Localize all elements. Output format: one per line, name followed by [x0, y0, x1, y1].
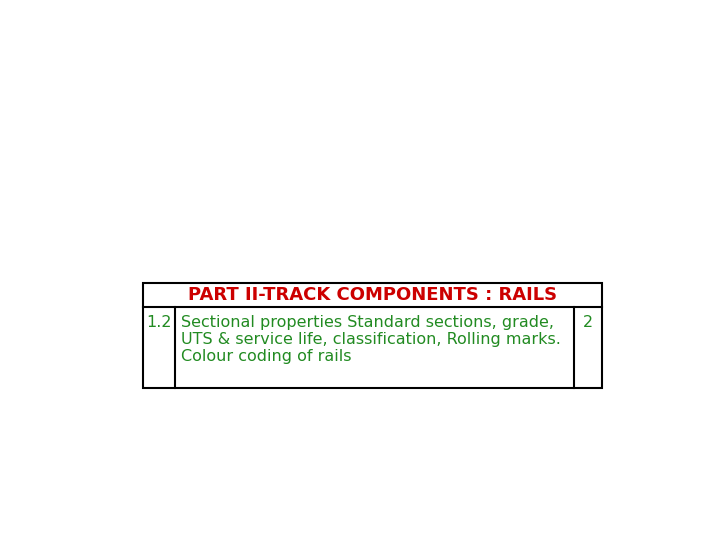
- Text: Colour coding of rails: Colour coding of rails: [181, 349, 352, 364]
- Text: PART II-TRACK COMPONENTS : RAILS: PART II-TRACK COMPONENTS : RAILS: [187, 286, 557, 304]
- Bar: [143, 283, 601, 388]
- Text: Sectional properties Standard sections, grade,: Sectional properties Standard sections, …: [181, 315, 554, 330]
- Text: UTS & service life, classification, Rolling marks.: UTS & service life, classification, Roll…: [181, 332, 562, 347]
- Text: 2: 2: [583, 315, 593, 330]
- Text: 1.2: 1.2: [146, 315, 172, 330]
